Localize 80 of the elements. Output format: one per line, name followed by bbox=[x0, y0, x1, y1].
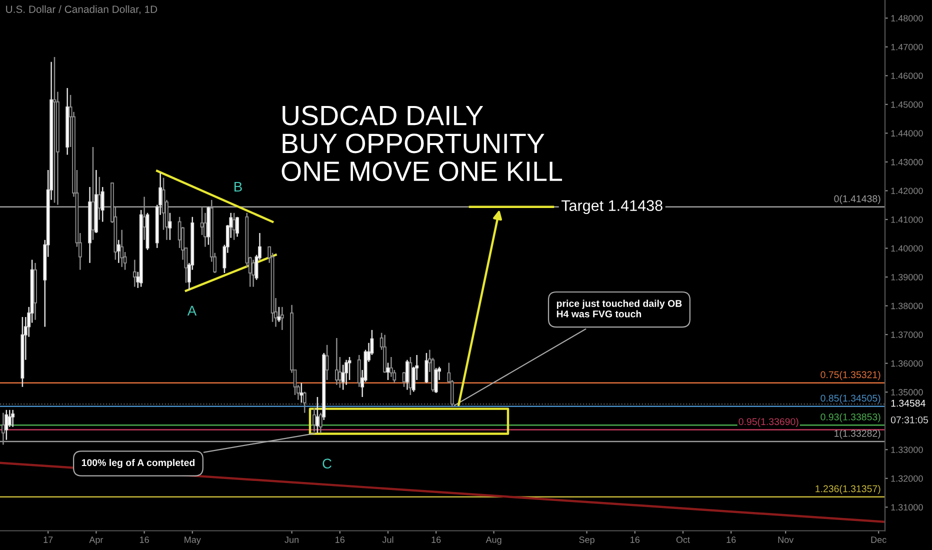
y-tick-label: 1.38000 bbox=[891, 302, 923, 310]
candlestick bbox=[236, 216, 239, 238]
ref-line-label: 0(1.41438) bbox=[834, 195, 880, 204]
x-tick-label: 16 bbox=[432, 536, 441, 543]
chart-title: U.S. Dollar / Canadian Dollar, 1D bbox=[6, 5, 158, 14]
annotation: B bbox=[234, 182, 242, 192]
candlestick bbox=[100, 186, 104, 222]
annotation: A bbox=[187, 306, 197, 316]
x-tick-label: 16 bbox=[140, 536, 149, 543]
candlestick bbox=[252, 259, 256, 288]
text: USDCAD DAILY BUY OPPORTUNITY ONE MOVE ONE KILL bbox=[282, 106, 562, 182]
candlestick bbox=[132, 259, 136, 288]
candlestick bbox=[341, 364, 345, 390]
candlestick bbox=[338, 356, 342, 388]
candlestick bbox=[8, 409, 12, 428]
candlestick bbox=[344, 359, 348, 386]
candlestick bbox=[386, 362, 390, 381]
candlestick bbox=[2, 412, 5, 446]
candlestick bbox=[277, 306, 281, 323]
candlestick bbox=[142, 196, 146, 241]
y-tick-label: 1.45000 bbox=[891, 101, 923, 108]
x-tick-label: 16 bbox=[336, 536, 345, 543]
x-tick-label: Aug bbox=[486, 536, 502, 545]
y-tick-label: 1.47000 bbox=[891, 44, 923, 50]
x-tick-label: Apr bbox=[89, 536, 104, 545]
x-tick-label: 16 bbox=[630, 536, 640, 543]
candlestick bbox=[318, 412, 322, 434]
y-tick-label: 1.41000 bbox=[891, 216, 923, 223]
x-tick-label: Dec bbox=[871, 536, 886, 543]
candlestick bbox=[4, 409, 8, 440]
x-tick-label: May bbox=[184, 536, 201, 545]
y-tick-label: 1.44000 bbox=[891, 130, 923, 137]
y-tick-label: 1.46000 bbox=[891, 72, 923, 80]
y-tick-label: 1.32000 bbox=[891, 475, 923, 482]
y-tick-label: 1.40000 bbox=[891, 245, 923, 252]
candlestick bbox=[357, 354, 361, 388]
x-tick-label: Jun bbox=[284, 536, 298, 543]
candlestick bbox=[232, 212, 236, 241]
y-tick-label: 1.42000 bbox=[891, 188, 923, 194]
y-tick-label: 1.48000 bbox=[891, 15, 923, 22]
text: 07:31:05 bbox=[890, 416, 928, 424]
candlestick bbox=[200, 206, 204, 236]
x-tick-label: Nov bbox=[778, 536, 794, 543]
y-tick-label: 1.36000 bbox=[891, 360, 923, 367]
ref-line-label: 1.34584 bbox=[891, 400, 926, 407]
candlestick bbox=[120, 229, 124, 268]
x-tick-label: 16 bbox=[726, 536, 736, 543]
candlestick bbox=[52, 56, 56, 204]
ref-line-label: 0.85(1.34505) bbox=[820, 394, 880, 404]
candlestick bbox=[116, 239, 120, 264]
y-tick-label: 1.35000 bbox=[891, 389, 923, 396]
ref-line-label: 1.236(1.31357) bbox=[816, 485, 880, 494]
candlestick bbox=[406, 359, 409, 390]
candlestick bbox=[434, 367, 438, 394]
ref-line-label: 1(1.33282) bbox=[834, 430, 880, 439]
annotation: Target 1.41438 bbox=[561, 200, 662, 214]
candlestick bbox=[300, 382, 304, 404]
x-tick-label: Oct bbox=[676, 536, 690, 543]
x-tick-label: 17 bbox=[44, 536, 53, 543]
candlestick bbox=[325, 344, 329, 381]
x-tick-label: Sep bbox=[579, 536, 594, 545]
y-tick-label: 1.43000 bbox=[891, 158, 923, 166]
annotation: 100% leg of A completed bbox=[82, 458, 194, 468]
candlestick bbox=[312, 407, 316, 432]
y-tick-label: 1.39000 bbox=[891, 274, 923, 280]
ref-line-label: 0.95(1.33690) bbox=[738, 418, 798, 427]
candlestick bbox=[302, 391, 306, 414]
candlestick bbox=[168, 212, 172, 241]
y-tick-label: 1.37000 bbox=[891, 332, 923, 338]
y-tick-label: 1.33000 bbox=[891, 446, 923, 453]
y-tick-label: 1.31000 bbox=[891, 504, 923, 511]
annotation: price just touched daily OB H4 was FVG touch bbox=[556, 300, 682, 318]
ref-line-label: 0.93(1.33853) bbox=[820, 413, 880, 422]
annotation: C bbox=[322, 458, 332, 469]
candlestick bbox=[334, 337, 338, 386]
candlestick bbox=[11, 409, 15, 428]
x-tick-label: Jul bbox=[382, 536, 394, 543]
candlestick bbox=[280, 306, 284, 331]
candlestick bbox=[98, 176, 102, 220]
ref-line-label: 0.75(1.35321) bbox=[820, 371, 880, 380]
